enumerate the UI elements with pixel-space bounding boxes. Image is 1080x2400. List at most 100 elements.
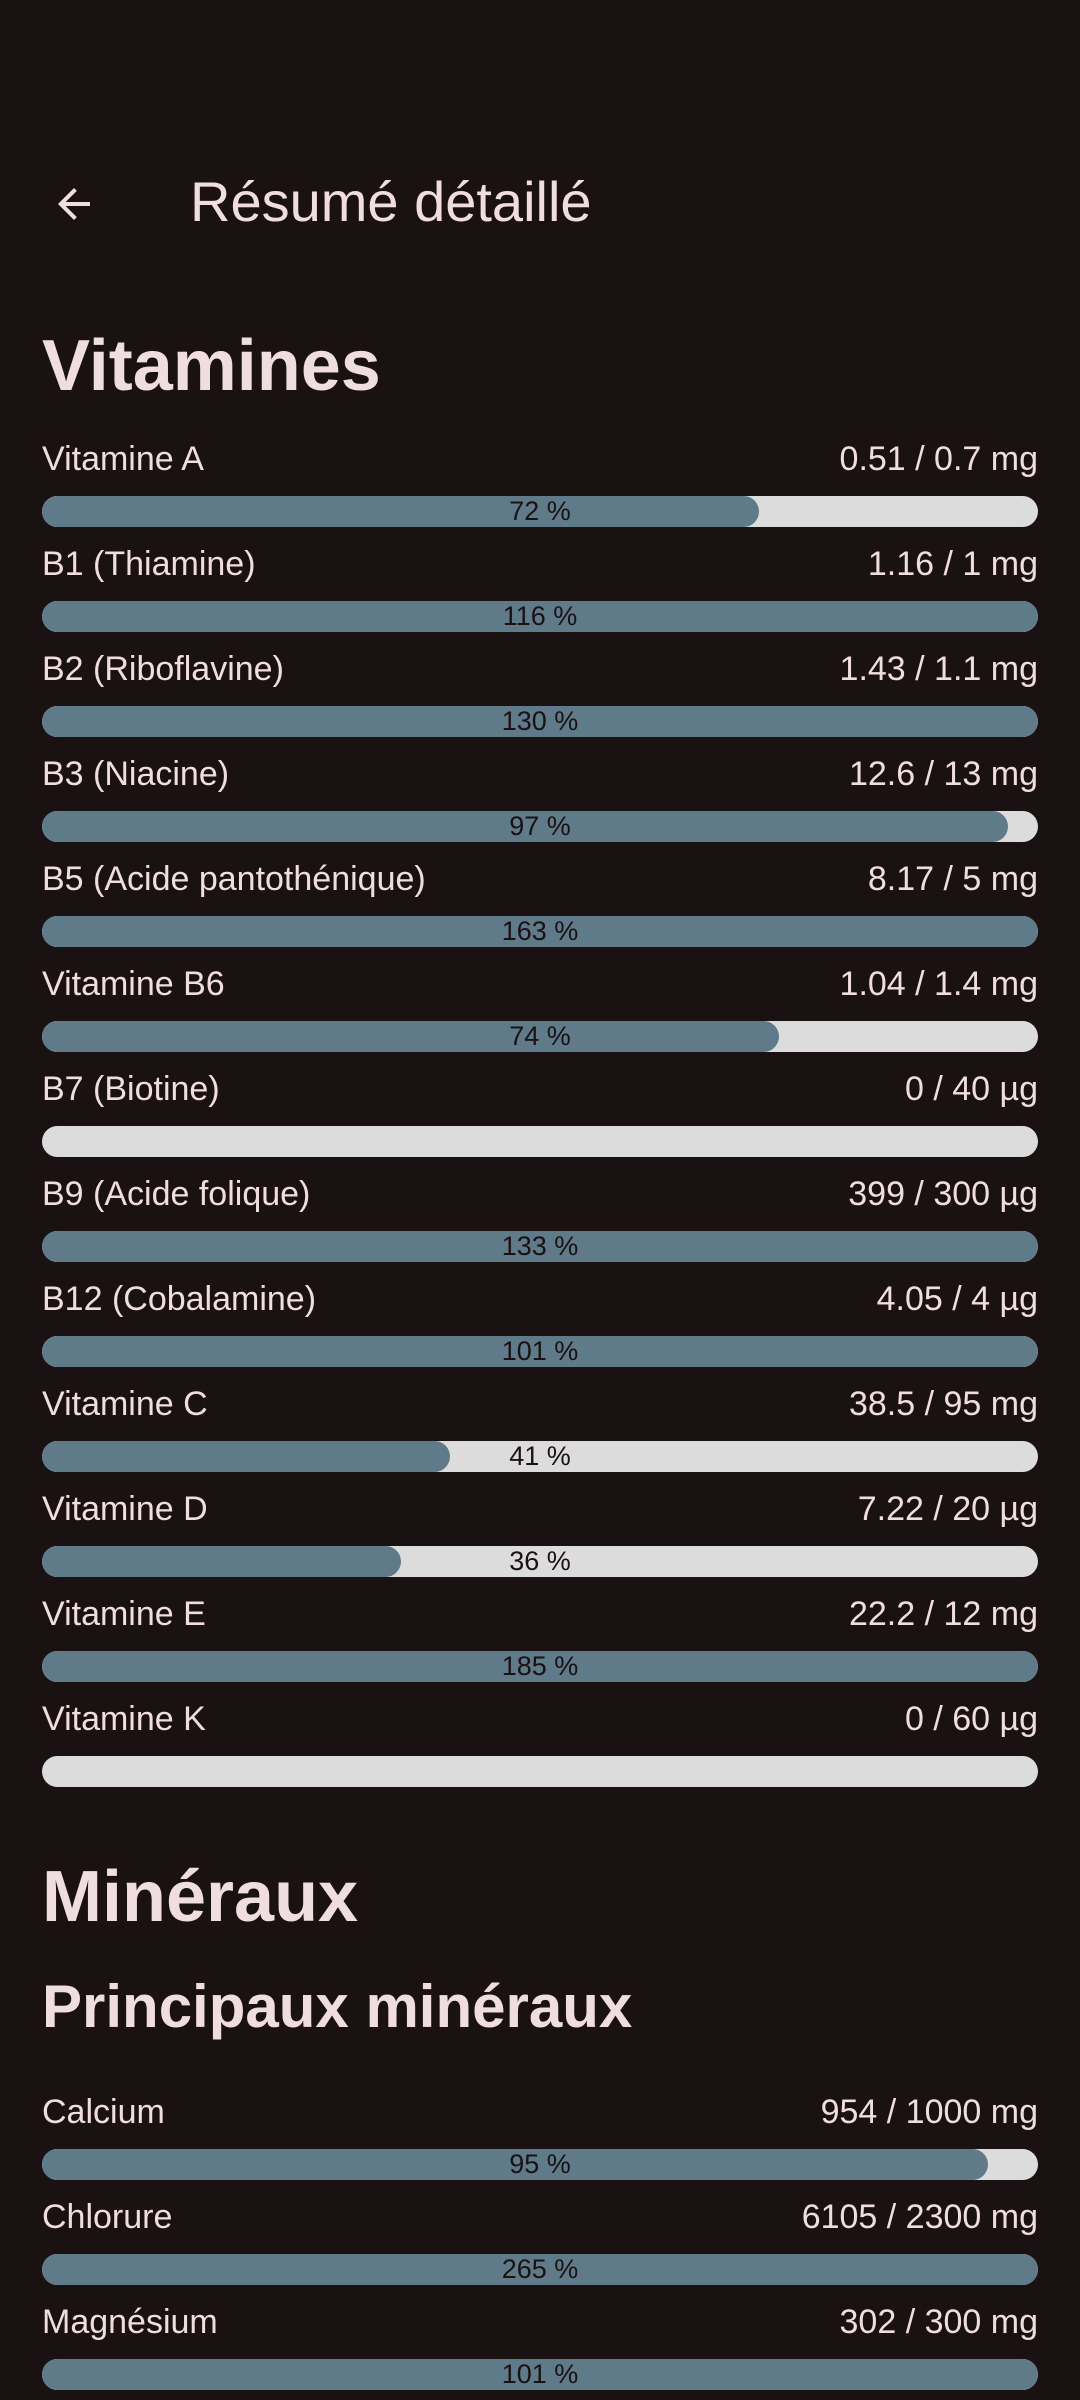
nutrient-row: B2 (Riboflavine) 1.43 / 1.1 mg: [42, 642, 1038, 696]
progress-bar-fill: [42, 1441, 451, 1472]
progress-percent-label: 130 %: [501, 706, 579, 736]
nutrient-value: 302 / 300 mg: [839, 2302, 1038, 2341]
nutrient-name: B2 (Riboflavine): [42, 649, 284, 688]
nutrient-item: Vitamine E 22.2 / 12 mg 185 %: [42, 1587, 1038, 1692]
progress-bar: 116 %: [42, 601, 1038, 632]
nutrient-item: B1 (Thiamine) 1.16 / 1 mg 116 %: [42, 537, 1038, 642]
progress-bar: 101 %: [42, 2359, 1038, 2390]
page-title: Résumé détaillé: [190, 170, 592, 233]
nutrient-name: Vitamine A: [42, 439, 204, 478]
progress-bar-fill: [42, 1336, 1038, 1367]
nutrient-item: Vitamine A 0.51 / 0.7 mg 72 %: [42, 432, 1038, 537]
nutrient-name: B1 (Thiamine): [42, 544, 256, 583]
nutrient-name: Vitamine D: [42, 1489, 208, 1528]
progress-bar: 265 %: [42, 2254, 1038, 2285]
nutrient-row: Vitamine B6 1.04 / 1.4 mg: [42, 957, 1038, 1011]
nutrient-name: Vitamine C: [42, 1384, 208, 1423]
progress-bar: 133 %: [42, 1231, 1038, 1262]
nutrient-value: 38.5 / 95 mg: [848, 1384, 1038, 1423]
nutrient-row: B3 (Niacine) 12.6 / 13 mg: [42, 747, 1038, 801]
progress-percent-label: 101 %: [501, 1336, 579, 1366]
progress-bar: 97 %: [42, 811, 1038, 842]
nutrient-item: B5 (Acide pantothénique) 8.17 / 5 mg 163 %: [42, 852, 1038, 957]
nutrient-row: Vitamine K 0 / 60 µg: [42, 1692, 1038, 1746]
progress-bar: 72 %: [42, 496, 1038, 527]
progress-bar-fill: [42, 496, 760, 527]
progress-bar: 41 %: [42, 1441, 1038, 1472]
nutrient-value: 1.43 / 1.1 mg: [839, 649, 1038, 688]
minerals-section-title: Minéraux: [42, 1857, 359, 1937]
progress-bar: 74 %: [42, 1021, 1038, 1052]
nutrient-row: B9 (Acide folique) 399 / 300 µg: [42, 1167, 1038, 1221]
progress-bar-fill: [42, 1546, 401, 1577]
vitamins-list: Vitamine A 0.51 / 0.7 mg 72 % B1 (Thiamine)…: [42, 432, 1038, 1797]
nutrient-item: B12 (Cobalamine) 4.05 / 4 µg 101 %: [42, 1272, 1038, 1377]
nutrient-row: Vitamine C 38.5 / 95 mg: [42, 1377, 1038, 1431]
progress-bar: 95 %: [42, 2149, 1038, 2180]
progress-bar: [42, 1756, 1038, 1787]
nutrient-name: Chlorure: [42, 2197, 173, 2236]
progress-percent-label: [42, 1756, 1038, 1787]
progress-percent-label: 163 %: [501, 916, 579, 946]
progress-percent-label: 95 %: [509, 2149, 571, 2179]
nutrient-value: 7.22 / 20 µg: [857, 1489, 1038, 1528]
progress-bar-fill: [42, 2359, 1038, 2390]
nutrient-item: Calcium 954 / 1000 mg 95 %: [42, 2085, 1038, 2190]
nutrient-item: Vitamine D 7.22 / 20 µg 36 %: [42, 1482, 1038, 1587]
nutrient-value: 1.16 / 1 mg: [867, 544, 1038, 583]
nutrient-value: 0.51 / 0.7 mg: [839, 439, 1038, 478]
nutrient-name: B7 (Biotine): [42, 1069, 220, 1108]
nutrient-row: B12 (Cobalamine) 4.05 / 4 µg: [42, 1272, 1038, 1326]
progress-bar: 130 %: [42, 706, 1038, 737]
nutrient-name: Calcium: [42, 2092, 165, 2131]
progress-bar-fill: [42, 1651, 1038, 1682]
main-minerals-subtitle: Principaux minéraux: [42, 1973, 633, 2040]
top-app-bar: Résumé détaillé: [0, 140, 1080, 260]
nutrient-name: B9 (Acide folique): [42, 1174, 311, 1213]
nutrient-value: 6105 / 2300 mg: [801, 2197, 1038, 2236]
nutrient-row: Chlorure 6105 / 2300 mg: [42, 2190, 1038, 2244]
progress-bar: 163 %: [42, 916, 1038, 947]
nutrient-name: B5 (Acide pantothénique): [42, 859, 426, 898]
progress-bar-fill: [42, 1021, 780, 1052]
nutrient-value: 0 / 40 µg: [904, 1069, 1038, 1108]
progress-percent-label: 41 %: [509, 1441, 571, 1471]
nutrient-row: B5 (Acide pantothénique) 8.17 / 5 mg: [42, 852, 1038, 906]
nutrient-row: Vitamine A 0.51 / 0.7 mg: [42, 432, 1038, 486]
nutrient-value: 4.05 / 4 µg: [876, 1279, 1038, 1318]
progress-bar-fill: [42, 2149, 989, 2180]
nutrient-name: Vitamine K: [42, 1699, 206, 1738]
progress-bar-fill: [42, 1231, 1038, 1262]
progress-percent-label: 72 %: [509, 496, 571, 526]
minerals-list: Calcium 954 / 1000 mg 95 % Chlorure 6105 / 2…: [42, 2085, 1038, 2400]
nutrient-item: B9 (Acide folique) 399 / 300 µg 133 %: [42, 1167, 1038, 1272]
nutrient-name: B12 (Cobalamine): [42, 1279, 317, 1318]
nutrient-value: 22.2 / 12 mg: [848, 1594, 1038, 1633]
back-button[interactable]: [30, 160, 118, 248]
progress-bar-fill: [42, 601, 1038, 632]
nutrient-value: 399 / 300 µg: [848, 1174, 1038, 1213]
progress-percent-label: 185 %: [501, 1651, 579, 1681]
nutrient-value: 1.04 / 1.4 mg: [839, 964, 1038, 1003]
nutrient-item: Vitamine B6 1.04 / 1.4 mg 74 %: [42, 957, 1038, 1062]
progress-bar-fill: [42, 811, 1009, 842]
progress-percent-label: 97 %: [509, 811, 571, 841]
nutrient-value: 8.17 / 5 mg: [867, 859, 1038, 898]
vitamins-section-title: Vitamines: [42, 326, 381, 406]
nutrient-value: 954 / 1000 mg: [820, 2092, 1038, 2131]
progress-percent-label: 74 %: [509, 1021, 571, 1051]
progress-bar-fill: [42, 916, 1038, 947]
progress-percent-label: 265 %: [501, 2254, 579, 2284]
nutrient-value: 12.6 / 13 mg: [848, 754, 1038, 793]
nutrient-item: Vitamine C 38.5 / 95 mg 41 %: [42, 1377, 1038, 1482]
progress-bar: [42, 1126, 1038, 1157]
progress-percent-label: 36 %: [509, 1546, 571, 1576]
nutrient-name: B3 (Niacine): [42, 754, 230, 793]
nutrient-item: Magnésium 302 / 300 mg 101 %: [42, 2295, 1038, 2400]
nutrient-row: B7 (Biotine) 0 / 40 µg: [42, 1062, 1038, 1116]
nutrient-row: B1 (Thiamine) 1.16 / 1 mg: [42, 537, 1038, 591]
nutrient-item: B2 (Riboflavine) 1.43 / 1.1 mg 130 %: [42, 642, 1038, 747]
progress-bar: 185 %: [42, 1651, 1038, 1682]
nutrient-item: B3 (Niacine) 12.6 / 13 mg 97 %: [42, 747, 1038, 852]
progress-bar: 36 %: [42, 1546, 1038, 1577]
